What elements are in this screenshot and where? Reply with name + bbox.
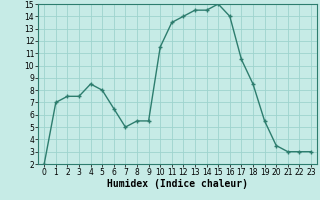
X-axis label: Humidex (Indice chaleur): Humidex (Indice chaleur): [107, 179, 248, 189]
